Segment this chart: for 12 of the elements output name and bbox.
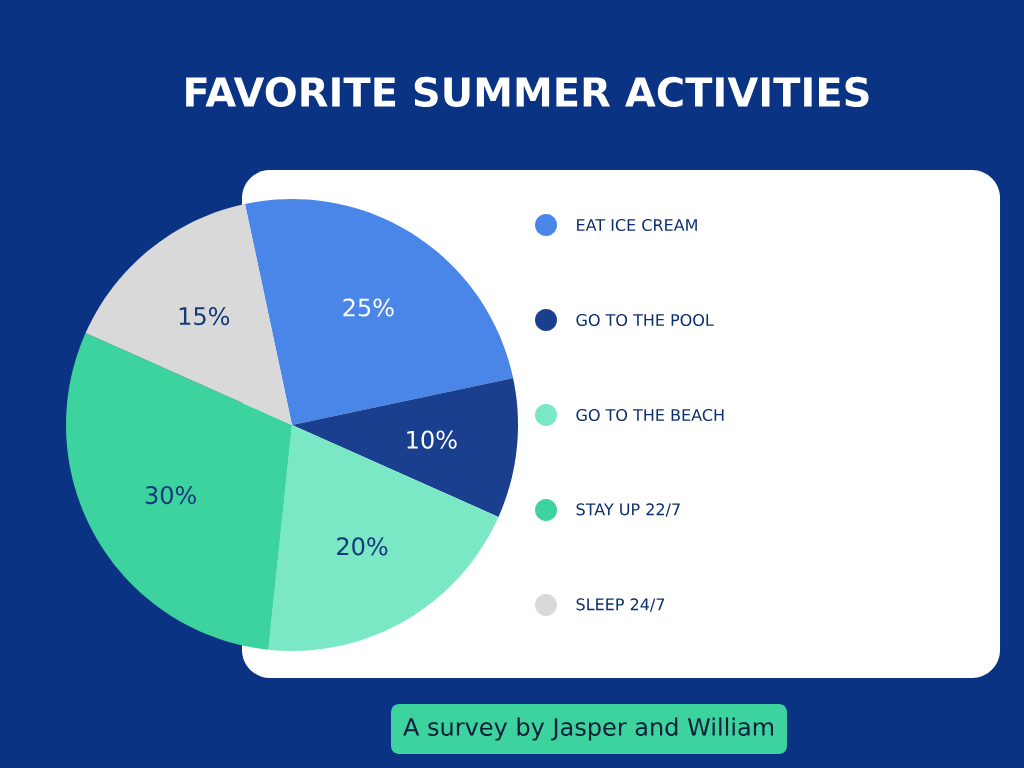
data-label: 15% [179,307,230,326]
legend-label: STAY UP 22/7 [576,503,680,517]
data-label: 25% [343,298,394,317]
legend-label: EAT ICE CREAM [577,218,697,232]
chart-title: FAVORITE SUMMER ACTIVITIES [186,76,869,108]
text: A survey by Jasper and William [403,717,774,741]
legend-label: GO TO THE POOL [576,313,714,327]
legend-label: GO TO THE BEACH [576,408,724,422]
data-label: 10% [407,430,457,449]
data-label: 30% [145,485,196,505]
data-label: 20% [337,537,388,556]
legend-label: SLEEP 24/7 [576,598,665,612]
